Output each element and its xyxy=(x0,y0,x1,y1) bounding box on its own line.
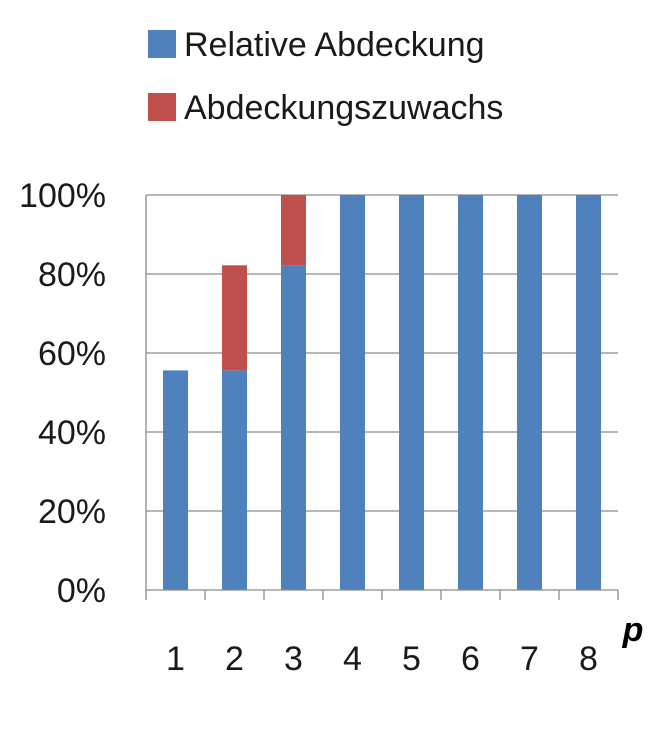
bar-relative-5 xyxy=(399,195,424,590)
bar-increase-2 xyxy=(222,265,247,371)
x-tick-label: 6 xyxy=(461,640,480,678)
bar-relative-4 xyxy=(340,195,365,590)
bar-relative-8 xyxy=(576,195,601,590)
legend-label-2: Abdeckungszuwachs xyxy=(184,89,503,127)
x-tick-label: 5 xyxy=(402,640,421,678)
x-tick-label: 1 xyxy=(166,640,185,678)
x-tick-label: 7 xyxy=(520,640,539,678)
x-tick-label: 3 xyxy=(284,640,303,678)
x-tick-label: 8 xyxy=(579,640,598,678)
bars xyxy=(163,195,601,590)
axes xyxy=(145,195,619,600)
bar-relative-3 xyxy=(281,265,306,590)
bar-relative-1 xyxy=(163,370,188,590)
y-tick-label: 40% xyxy=(38,414,106,452)
y-tick-label: 0% xyxy=(57,572,106,610)
bar-relative-2 xyxy=(222,370,247,590)
bar-relative-7 xyxy=(517,195,542,590)
legend-swatch-2 xyxy=(148,93,176,121)
bar-increase-3 xyxy=(281,195,306,266)
y-tick-label: 80% xyxy=(38,256,106,294)
x-axis-title: p xyxy=(622,611,644,649)
bar-relative-6 xyxy=(458,195,483,590)
legend-swatch-1 xyxy=(148,30,176,58)
gridlines xyxy=(146,194,618,512)
legend-label-1: Relative Abdeckung xyxy=(184,26,485,64)
y-tick-label: 60% xyxy=(38,335,106,373)
legend: Relative Abdeckung Abdeckungszuwachs xyxy=(148,26,503,127)
y-tick-label: 20% xyxy=(38,493,106,531)
y-tick-labels: 0% 20% 40% 60% 80% 100% xyxy=(19,177,106,610)
x-tick-labels: 1 2 3 4 5 6 7 8 xyxy=(166,640,598,678)
x-tick-label: 2 xyxy=(225,640,244,678)
y-tick-label: 100% xyxy=(19,177,106,215)
x-tick-label: 4 xyxy=(343,640,362,678)
